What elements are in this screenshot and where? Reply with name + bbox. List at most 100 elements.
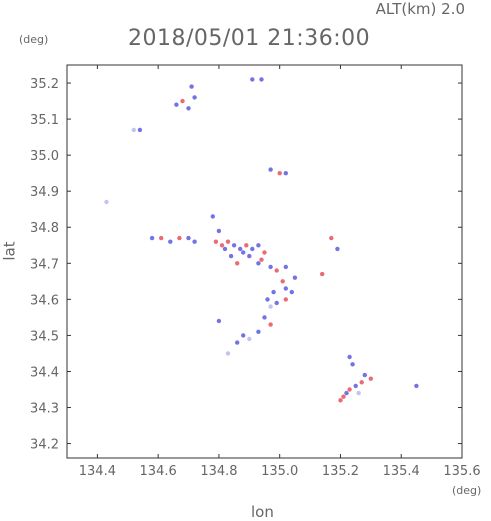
data-point (277, 171, 282, 176)
plot-frame (66, 64, 463, 459)
y-tick-label: 35.1 (30, 113, 59, 128)
x-ticks: 134.4 134.6 134.8 135.0 135.2 135.4 135.6 (79, 65, 481, 479)
x-tick-label: 134.8 (200, 464, 237, 479)
y-ticks: 35.2 35.1 35.0 34.9 34.8 34.7 34.6 34.5 34.4 34.3… (30, 77, 462, 453)
data-point (320, 271, 325, 277)
data-point (274, 300, 279, 306)
data-point (347, 354, 352, 360)
data-point (159, 235, 164, 241)
data-point (356, 390, 361, 396)
data-point (231, 243, 237, 248)
data-point (256, 329, 261, 334)
data-point (104, 199, 109, 205)
data-point (149, 235, 155, 241)
data-point (186, 235, 191, 241)
y-tick-label: 35.0 (30, 149, 59, 164)
data-point (292, 275, 298, 280)
data-point (353, 383, 358, 389)
y-tick-label: 34.9 (30, 185, 59, 200)
x-tick-label: 135.0 (261, 464, 298, 479)
data-point (274, 268, 279, 273)
data-point (186, 106, 191, 111)
data-point (259, 77, 264, 82)
data-point (180, 98, 185, 104)
data-point (216, 228, 222, 234)
data-point (131, 127, 136, 133)
data-point (225, 239, 231, 244)
data-point (235, 261, 240, 266)
data-point (244, 243, 249, 248)
data-point (259, 257, 264, 262)
data-point (271, 289, 276, 295)
data-point (247, 253, 252, 259)
x-tick-label: 135.4 (383, 464, 420, 479)
data-point (283, 171, 288, 176)
data-point (213, 239, 219, 244)
y-tick-label: 34.8 (30, 221, 59, 236)
data-point (414, 383, 419, 389)
altitude-label: ALT(km) 2.0 (375, 0, 465, 18)
data-point (280, 279, 285, 284)
data-point (347, 387, 352, 392)
data-point (174, 102, 179, 107)
data-point (235, 340, 240, 345)
data-point (238, 246, 243, 252)
y-tick-label: 34.7 (30, 257, 59, 272)
x-axis-label: lon (251, 503, 274, 521)
x-axis-unit: (deg) (452, 484, 482, 497)
y-tick-label: 34.5 (30, 329, 59, 344)
data-point (222, 246, 228, 252)
data-point (250, 77, 255, 82)
data-point (289, 289, 294, 295)
data-point (268, 167, 273, 172)
data-point (250, 246, 255, 252)
data-point (268, 264, 273, 270)
data-point (210, 214, 215, 219)
data-point (341, 394, 346, 399)
data-point (368, 376, 373, 381)
y-tick-label: 34.2 (30, 438, 59, 453)
x-tick-label: 135.6 (443, 464, 480, 479)
data-point (329, 235, 334, 241)
y-axis-unit: (deg) (19, 33, 49, 46)
data-point (256, 243, 261, 248)
data-point (225, 351, 231, 356)
data-point (350, 362, 355, 367)
data-point (268, 304, 273, 309)
data-point (219, 243, 225, 248)
data-points (104, 77, 419, 403)
data-point (256, 261, 261, 266)
data-point (338, 398, 343, 403)
data-point (228, 253, 234, 259)
x-tick-label: 135.2 (322, 464, 359, 479)
data-point (247, 336, 252, 342)
data-point (241, 333, 246, 338)
data-point (344, 390, 349, 396)
x-tick-label: 134.4 (79, 464, 116, 479)
x-tick-label: 134.6 (140, 464, 177, 479)
data-point (268, 322, 273, 327)
data-point (335, 246, 340, 252)
y-tick-label: 34.6 (30, 293, 59, 308)
data-point (283, 297, 288, 302)
data-point (362, 372, 367, 378)
data-point (283, 286, 288, 291)
data-point (283, 264, 288, 270)
y-tick-label: 35.2 (30, 77, 59, 92)
timestamp-title: 2018/05/01 21:36:00 (128, 26, 371, 51)
data-point (177, 235, 182, 241)
data-point (262, 250, 267, 255)
data-point (241, 250, 246, 255)
data-point (192, 95, 197, 100)
data-point (189, 84, 194, 89)
data-point (168, 239, 173, 244)
y-tick-label: 34.3 (30, 402, 59, 417)
data-point (265, 297, 270, 302)
data-point (216, 318, 222, 324)
data-point (137, 127, 143, 133)
data-point (262, 315, 267, 320)
data-point (192, 239, 197, 244)
data-point (359, 380, 364, 385)
y-tick-label: 34.4 (30, 365, 59, 380)
